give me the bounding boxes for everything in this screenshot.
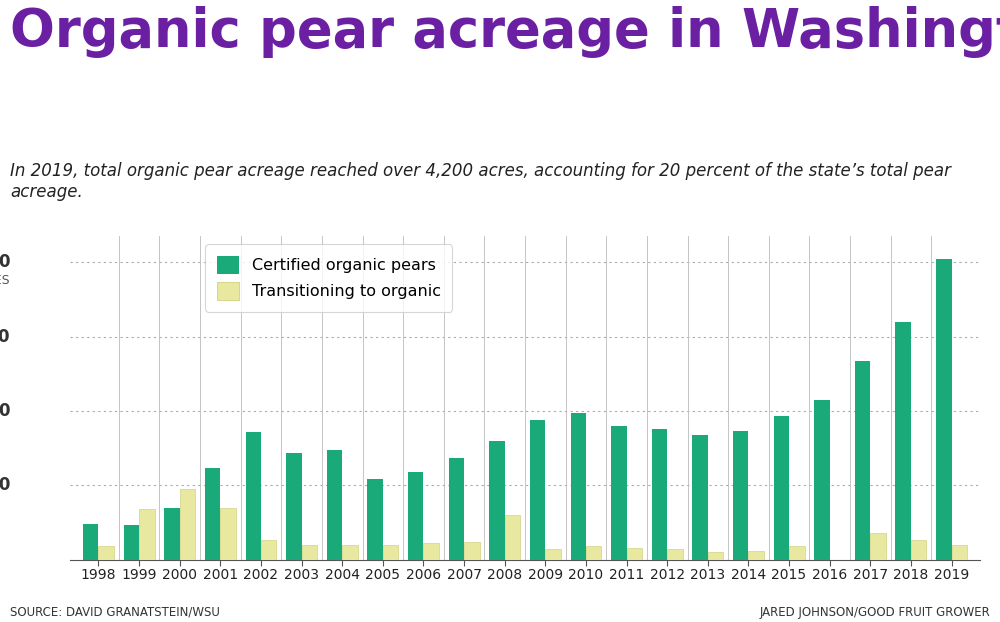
Bar — [449, 458, 464, 560]
Bar — [367, 480, 383, 560]
Bar — [627, 548, 642, 560]
Bar — [789, 546, 804, 560]
Bar — [124, 525, 139, 560]
Bar — [708, 552, 723, 560]
Bar — [383, 545, 398, 560]
Bar — [692, 435, 708, 560]
Text: ACRES: ACRES — [0, 274, 11, 287]
Bar — [570, 414, 586, 560]
Bar — [586, 546, 601, 560]
Legend: Certified organic pears, Transitioning to organic: Certified organic pears, Transitioning t… — [205, 244, 452, 312]
Text: 1,000: 1,000 — [0, 476, 11, 494]
Bar — [870, 533, 886, 560]
Bar — [814, 400, 830, 560]
Bar — [98, 546, 114, 560]
Bar — [733, 431, 748, 560]
Bar — [246, 432, 261, 560]
Bar — [489, 441, 505, 560]
Bar — [286, 453, 302, 560]
Bar — [261, 541, 276, 560]
Bar — [180, 489, 195, 560]
Bar — [936, 259, 952, 560]
Bar — [464, 542, 480, 560]
Text: 4,000: 4,000 — [0, 253, 11, 271]
Bar — [302, 545, 317, 560]
Bar — [952, 545, 967, 560]
Bar — [220, 508, 236, 560]
Bar — [911, 540, 926, 560]
Text: Organic pear acreage in Washington: Organic pear acreage in Washington — [10, 6, 1000, 58]
Bar — [139, 509, 154, 560]
Bar — [327, 450, 342, 560]
Bar — [855, 361, 870, 560]
Text: SOURCE: DAVID GRANATSTEIN/WSU: SOURCE: DAVID GRANATSTEIN/WSU — [10, 606, 220, 619]
Bar — [505, 515, 520, 560]
Bar — [774, 416, 789, 560]
Bar — [342, 545, 358, 560]
Bar — [652, 429, 667, 560]
Bar — [205, 468, 220, 560]
Bar — [667, 549, 683, 560]
Bar — [611, 426, 627, 560]
Text: JARED JOHNSON/GOOD FRUIT GROWER: JARED JOHNSON/GOOD FRUIT GROWER — [759, 606, 990, 619]
Bar — [545, 549, 561, 560]
Text: In 2019, total organic pear acreage reached over 4,200 acres, accounting for 20 : In 2019, total organic pear acreage reac… — [10, 162, 951, 200]
Bar — [423, 543, 439, 560]
Bar — [164, 508, 180, 560]
Bar — [408, 472, 423, 560]
Bar — [895, 322, 911, 560]
Bar — [530, 420, 545, 560]
Bar — [83, 524, 98, 560]
Text: 2,000: 2,000 — [0, 402, 11, 420]
Bar — [748, 551, 764, 560]
Text: 3,000: 3,000 — [0, 328, 11, 346]
